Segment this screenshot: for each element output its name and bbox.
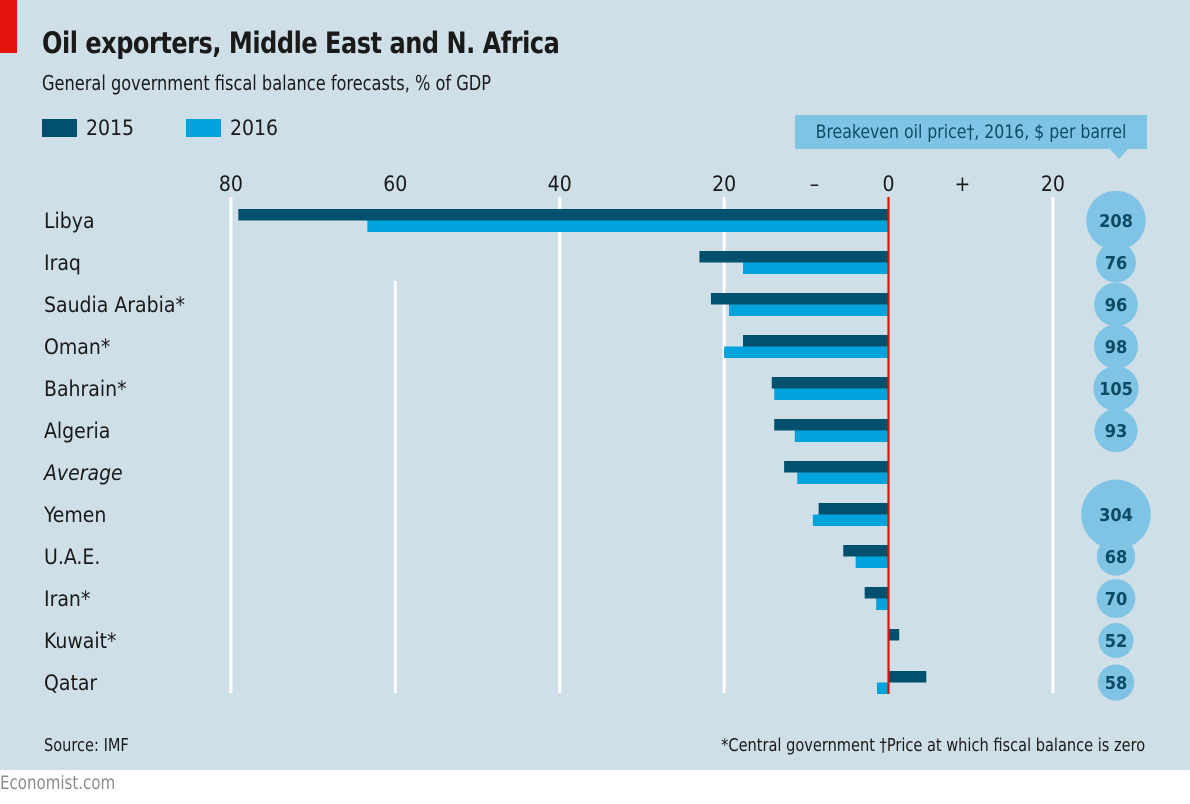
bar-2016-bahrain bbox=[774, 388, 889, 400]
bar-2015-uae bbox=[843, 545, 889, 557]
breakeven-value: 96 bbox=[1105, 295, 1128, 316]
breakeven-circle bbox=[1096, 579, 1136, 618]
category-label: Qatar bbox=[44, 671, 97, 695]
breakeven-value: 68 bbox=[1105, 547, 1128, 568]
category-label: Iran* bbox=[44, 587, 90, 611]
breakeven-circle bbox=[1096, 537, 1136, 576]
breakeven-circle bbox=[1095, 242, 1137, 283]
breakeven-circle bbox=[1081, 479, 1151, 550]
tick-label: 80 bbox=[219, 172, 243, 196]
gridlines bbox=[229, 197, 1055, 693]
category-label: Saudia Arabia* bbox=[44, 293, 185, 317]
bar-2015-libya bbox=[238, 209, 889, 221]
breakeven-value: 105 bbox=[1099, 379, 1133, 400]
breakeven-value: 93 bbox=[1105, 421, 1128, 442]
bar-2016-iraq bbox=[743, 262, 889, 274]
category-label: Algeria bbox=[44, 419, 110, 443]
breakeven-circle bbox=[1093, 365, 1139, 412]
tick-label: 40 bbox=[548, 172, 572, 196]
breakeven-value: 304 bbox=[1099, 505, 1133, 526]
bar-2015-kuwait bbox=[888, 629, 900, 641]
x-axis-ticks: 80 60 40 20 0 20 – + bbox=[219, 172, 1065, 196]
bar-2016-algeria bbox=[794, 430, 889, 442]
category-label: Libya bbox=[44, 209, 95, 233]
bar-2016-oman bbox=[724, 346, 889, 358]
category-label: Yemen bbox=[43, 503, 106, 527]
breakeven-circle bbox=[1097, 664, 1135, 701]
bar-2015-algeria bbox=[774, 419, 889, 431]
breakeven-header-label: Breakeven oil price†, 2016, $ per barrel bbox=[815, 121, 1127, 143]
breakeven-circle bbox=[1086, 190, 1146, 251]
brand-text: Economist.com bbox=[0, 772, 116, 794]
category-label: Bahrain* bbox=[44, 377, 127, 401]
bar-2015-oman bbox=[743, 335, 889, 347]
breakeven-value: 98 bbox=[1105, 337, 1128, 358]
tick-label: 0 bbox=[882, 172, 894, 196]
negative-sign-label: – bbox=[810, 172, 819, 196]
chart-title: Oil exporters, Middle East and N. Africa bbox=[42, 26, 560, 60]
category-label: Kuwait* bbox=[44, 629, 116, 653]
breakeven-value: 208 bbox=[1099, 211, 1133, 232]
breakeven-circle bbox=[1098, 623, 1134, 658]
legend-label-2015: 2015 bbox=[86, 116, 135, 140]
bar-2016-uae bbox=[855, 556, 889, 568]
category-labels: Libya Iraq Saudia Arabia* Oman* Bahrain* Alge… bbox=[43, 209, 185, 695]
chart-subtitle: General government fiscal balance foreca… bbox=[42, 71, 492, 95]
bar-2015-yemen bbox=[818, 503, 889, 515]
tick-label: 20 bbox=[712, 172, 736, 196]
category-label: U.A.E. bbox=[44, 545, 100, 569]
category-label: Oman* bbox=[44, 335, 110, 359]
breakeven-value: 58 bbox=[1105, 673, 1128, 694]
bar-2016-average bbox=[797, 472, 889, 484]
bars bbox=[238, 209, 927, 694]
breakeven-value: 52 bbox=[1105, 631, 1128, 652]
legend-item-2015: 2015 bbox=[42, 116, 134, 140]
breakeven-circle bbox=[1094, 282, 1138, 327]
breakeven-circle bbox=[1094, 408, 1138, 453]
bar-2015-average bbox=[784, 461, 889, 473]
footnotes: *Central government †Price at which fisc… bbox=[720, 735, 1145, 756]
bar-2016-saudiaarabia bbox=[729, 304, 889, 316]
positive-sign-label: + bbox=[955, 172, 971, 196]
breakeven-header-pointer bbox=[1110, 149, 1128, 159]
source-note: Source: IMF bbox=[44, 735, 129, 756]
bar-2016-yemen bbox=[812, 514, 889, 526]
bar-2016-libya bbox=[367, 220, 889, 232]
tick-label: 60 bbox=[383, 172, 407, 196]
bar-2015-bahrain bbox=[771, 377, 889, 389]
legend-swatch-2016 bbox=[186, 119, 221, 137]
breakeven-value: 70 bbox=[1105, 589, 1128, 610]
brand-red-bar bbox=[0, 0, 17, 53]
breakeven-circle bbox=[1093, 324, 1139, 369]
tick-label: 20 bbox=[1041, 172, 1065, 196]
bar-2015-iran bbox=[864, 587, 889, 599]
bar-chart: 80 60 40 20 0 20 – + Libya Iraq Saudia Arabia* Oma… bbox=[43, 172, 1151, 701]
bar-2016-qatar bbox=[876, 682, 889, 694]
breakeven-header-box: Breakeven oil price†, 2016, $ per barrel bbox=[795, 115, 1147, 149]
category-label: Average bbox=[43, 461, 123, 485]
legend-label-2016: 2016 bbox=[230, 116, 279, 140]
breakeven-circles: 208 76 96 98 105 93 304 68 70 52 58 bbox=[1081, 190, 1151, 701]
bar-2015-saudiaarabia bbox=[710, 293, 889, 305]
category-label: Iraq bbox=[44, 251, 81, 275]
legend-item-2016: 2016 bbox=[186, 116, 278, 140]
bar-2015-qatar bbox=[888, 671, 927, 683]
breakeven-value: 76 bbox=[1105, 253, 1128, 274]
bar-2015-iraq bbox=[699, 251, 889, 263]
bar-2016-iran bbox=[876, 598, 889, 610]
legend-swatch-2015 bbox=[42, 119, 77, 137]
